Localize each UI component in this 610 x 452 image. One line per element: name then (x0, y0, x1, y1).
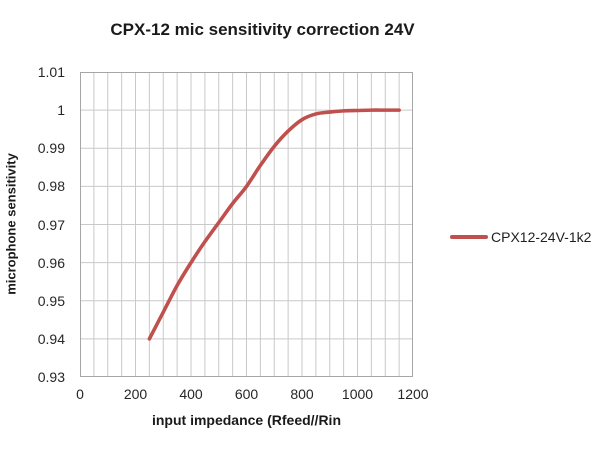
y-tick-label: 1 (57, 102, 65, 119)
x-tick-label: 1000 (341, 386, 374, 402)
y-tick-label: 0.93 (37, 369, 65, 385)
plot-area (80, 72, 413, 377)
y-tick-label: 0.94 (37, 330, 65, 347)
x-tick-label: 800 (290, 386, 314, 402)
x-axis-title: input impedance (Rfeed//Rin (151, 412, 341, 428)
chart-title: CPX-12 mic sensitivity correction 24V (110, 20, 415, 39)
legend-line-swatch (450, 235, 488, 239)
series-line (147, 108, 401, 341)
y-tick-label: 0.98 (37, 178, 65, 195)
x-tick-label: 600 (234, 386, 259, 402)
y-tick-label: 0.96 (37, 254, 65, 271)
y-tick-label: 0.99 (37, 140, 65, 157)
x-tick-label: 400 (179, 386, 203, 402)
legend: CPX12-24V-1k2 (450, 229, 591, 245)
x-tick-label: 200 (123, 386, 148, 402)
x-tick-label: 0 (76, 386, 84, 402)
legend-label: CPX12-24V-1k2 (491, 229, 592, 245)
y-tick-label: 0.95 (37, 292, 65, 309)
y-tick-label: 0.97 (37, 216, 65, 233)
x-tick-label: 1200 (397, 386, 429, 402)
y-tick-label: 1.01 (37, 64, 65, 80)
